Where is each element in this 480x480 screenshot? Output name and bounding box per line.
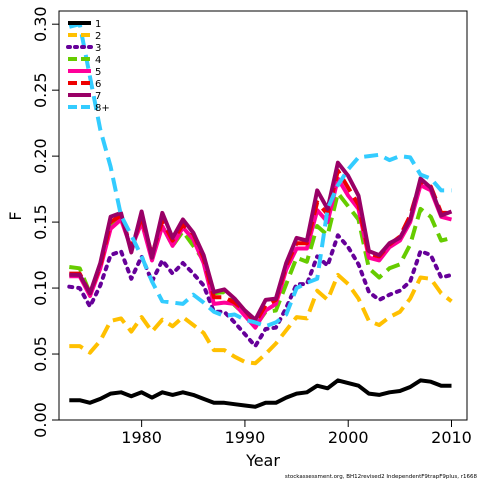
y-tick-label: 0.10 (31, 270, 50, 306)
x-axis-title: Year (245, 451, 280, 470)
y-tick-label: 0.00 (31, 402, 50, 438)
y-axis: 0.00 0.05 0.10 0.15 0.20 0.25 0.30 (31, 6, 59, 438)
y-tick-label: 0.20 (31, 138, 50, 174)
x-tick-label: 2010 (431, 428, 472, 447)
series-line-1 (69, 378, 452, 409)
legend-label-6: 6 (95, 79, 101, 90)
legend-label-3: 3 (95, 43, 101, 54)
series-layer (67, 22, 454, 409)
series-line-3 (67, 233, 454, 349)
x-tick-label: 1980 (121, 428, 162, 447)
legend-label-5: 5 (95, 67, 101, 78)
y-tick-label: 0.15 (31, 204, 50, 240)
legend-label-8: 8+ (95, 103, 110, 114)
x-tick-label: 1990 (225, 428, 266, 447)
y-tick-label: 0.25 (31, 72, 50, 108)
y-tick-label: 0.30 (31, 6, 50, 42)
y-tick-label: 0.05 (31, 336, 50, 372)
legend-label-4: 4 (95, 55, 101, 66)
x-tick-label: 2000 (328, 428, 369, 447)
legend-label-2: 2 (95, 31, 101, 42)
series-line-7 (69, 160, 453, 322)
plot-frame (58, 10, 468, 421)
legend-label-7: 7 (95, 91, 101, 102)
series-line-8 (68, 22, 452, 329)
series-line-2 (69, 272, 453, 366)
footer-text: stockassessment.org, BH12revised2 Indepe… (285, 474, 478, 480)
legend-label-1: 1 (95, 19, 101, 30)
x-axis: 1980 1990 2000 2010 (121, 420, 472, 447)
y-axis-title: F (6, 211, 25, 220)
